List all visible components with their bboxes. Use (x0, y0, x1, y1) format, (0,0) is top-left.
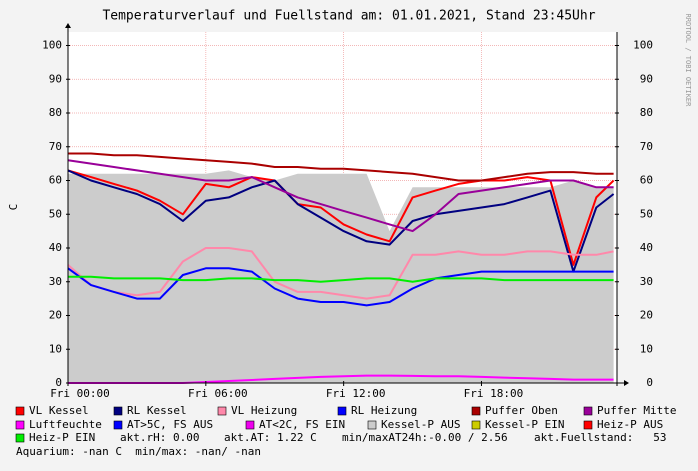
watermark: RRDTOOL / TOBI OETIKER (684, 14, 692, 108)
legend-swatch (337, 406, 347, 416)
y-tick-label: 90 (49, 72, 62, 85)
y-tick-label: 100 (42, 39, 62, 52)
axis-arrow (65, 23, 71, 28)
y-tick-label: 10 (49, 342, 62, 355)
legend-label: RL Heizung (351, 404, 417, 417)
x-tick-label: Fri 12:00 (326, 387, 386, 400)
legend-swatch (471, 420, 481, 430)
legend-label: AT>5C, FS AUS (127, 418, 213, 431)
y2-tick-label: 10 (640, 342, 653, 355)
y-tick-label: 20 (49, 309, 62, 322)
y2-tick-label: 30 (640, 275, 653, 288)
info-text: akt.rH: 0.00 (120, 431, 199, 444)
line (68, 152, 614, 182)
axes (65, 23, 629, 386)
legend-label: RL Kessel (127, 404, 187, 417)
info-text: min/maxAT24h:-0.00 / 2.56 (342, 431, 508, 444)
legend-label: VL Heizung (231, 404, 297, 417)
legend-label: Puffer Mitte (597, 404, 676, 417)
y-tick-label: 30 (49, 275, 62, 288)
chart-title: Temperaturverlauf und Fuellstand am: 01.… (102, 9, 595, 24)
x-tick-label: Fri 00:00 (50, 387, 110, 400)
info-text: akt.AT: 1.22 C (224, 431, 317, 444)
legend-label: Puffer Oben (485, 404, 558, 417)
axis-arrow (624, 380, 629, 386)
legend-label: Heiz-P EIN (29, 431, 95, 444)
line (67, 169, 615, 266)
y2-tick-label: 80 (640, 106, 653, 119)
info-text: Aquarium: -nan C min/max: -nan/ -nan (16, 445, 261, 458)
y-tick-label: 40 (49, 241, 62, 254)
y2-tick-label: 0 (646, 376, 653, 389)
legend-label: Luftfeuchte (29, 418, 102, 431)
line (67, 267, 614, 307)
line (67, 159, 614, 233)
marks (67, 152, 615, 384)
legend-label: VL Kessel (29, 404, 89, 417)
y2-tick-label: 40 (640, 241, 653, 254)
legend-swatch (15, 420, 25, 430)
x-tick-label: Fri 18:00 (464, 387, 524, 400)
y-tick-label: 0 (55, 376, 62, 389)
legend-swatch (471, 406, 481, 416)
y2-tick-label: 100 (633, 39, 653, 52)
y2-tick-label: 70 (640, 140, 653, 153)
y-tick-label: 50 (49, 207, 62, 220)
legend-label: Kessel-P EIN (485, 418, 564, 431)
line (67, 247, 614, 300)
y2-tick-label: 90 (640, 72, 653, 85)
legend-swatch (367, 420, 377, 430)
area (68, 170, 614, 383)
legend-swatch (15, 433, 25, 443)
legend-swatch (245, 420, 255, 430)
legend-swatch (583, 406, 593, 416)
legend-swatch (113, 406, 123, 416)
legend-swatch (113, 420, 123, 430)
legend-label: AT<2C, FS EIN (259, 418, 345, 431)
y2-tick-label: 20 (640, 309, 653, 322)
legend-label: Kessel-P AUS (381, 418, 460, 431)
legend-label: Heiz-P AUS (597, 418, 663, 431)
y-tick-label: 80 (49, 106, 62, 119)
info-text: akt.Fuellstand: 53 (534, 431, 666, 444)
y-tick-label: 70 (49, 140, 62, 153)
legend-swatch (583, 420, 593, 430)
y-axis-label: C (7, 204, 20, 211)
legend-swatch (15, 406, 25, 416)
y2-tick-label: 60 (640, 174, 653, 187)
y-tick-label: 60 (49, 174, 62, 187)
x-tick-label: Fri 06:00 (188, 387, 248, 400)
legend-swatch (217, 406, 227, 416)
line (68, 275, 614, 283)
y2-tick-label: 50 (640, 207, 653, 220)
legend: VL Kessel RL Kessel VL Heizung RL Heizung Pu… (15, 404, 676, 458)
line (67, 169, 615, 273)
